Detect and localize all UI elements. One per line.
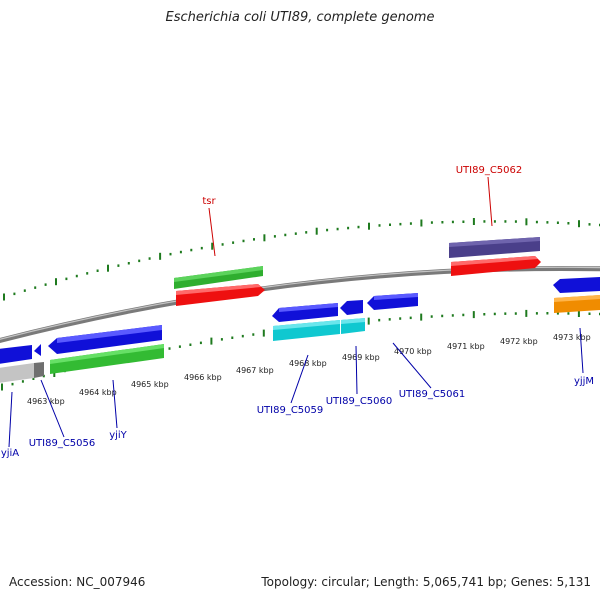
feature-yjiY[interactable]	[50, 344, 164, 374]
lower-tick-row	[1, 309, 600, 391]
scale-label-4968: 4968 kbp	[289, 359, 327, 368]
scale-label-4963: 4963 kbp	[27, 397, 65, 406]
genome-summary-text: Topology: circular; Length: 5,065,741 bp…	[261, 575, 591, 589]
scale-label-4969: 4969 kbp	[342, 353, 380, 362]
gene-label-utI89-c5062[interactable]: UTI89_C5062	[456, 165, 523, 176]
scale-label-4972: 4972 kbp	[500, 337, 538, 346]
feature-c5060[interactable]	[341, 318, 365, 334]
upper-tick-row	[3, 218, 600, 301]
feature-yjjM[interactable]	[554, 295, 600, 313]
map-title: Escherichia coli UTI89, complete genome	[165, 10, 435, 25]
feature-c5062-purple[interactable]	[449, 237, 540, 258]
feature-c5061[interactable]	[367, 293, 418, 310]
gene-label-utI89-c5061[interactable]: UTI89_C5061	[399, 389, 466, 400]
gene-label-utI89-c5059[interactable]: UTI89_C5059	[257, 405, 324, 416]
feature-c5060-blue[interactable]	[340, 300, 363, 315]
scale-label-4967: 4967 kbp	[236, 366, 274, 375]
feature-c5062[interactable]	[451, 256, 541, 276]
accession-text: Accession: NC_007946	[9, 575, 146, 589]
scale-label-4971: 4971 kbp	[447, 342, 485, 351]
feature-yjiA[interactable]	[0, 362, 44, 383]
gene-label-yjia[interactable]: yjiA	[1, 448, 19, 459]
feature-c5059-blue[interactable]	[272, 303, 338, 322]
scale-label-4965: 4965 kbp	[131, 380, 169, 389]
feature-yjiA-blue[interactable]	[0, 344, 41, 364]
callout-lines	[8, 176, 584, 448]
feature-tsr-green[interactable]	[174, 266, 263, 289]
gene-label-yjiy[interactable]: yjiY	[109, 430, 127, 441]
gene-label-tsr[interactable]: tsr	[202, 196, 216, 207]
scale-label-4964: 4964 kbp	[79, 388, 117, 397]
gene-label-utI89-c5060[interactable]: UTI89_C5060	[326, 396, 393, 407]
feature-yjjM-blue[interactable]	[553, 277, 600, 293]
feature-c5056[interactable]	[48, 325, 162, 354]
gene-label-utI89-c5056[interactable]: UTI89_C5056	[29, 438, 96, 449]
feature-tsr[interactable]	[176, 284, 265, 306]
scale-label-4973: 4973 kbp	[553, 333, 591, 342]
feature-c5059[interactable]	[273, 320, 340, 341]
scale-label-4970: 4970 kbp	[394, 347, 432, 356]
scale-label-4966: 4966 kbp	[184, 373, 222, 382]
gene-label-yjjm[interactable]: yjjM	[574, 376, 594, 387]
